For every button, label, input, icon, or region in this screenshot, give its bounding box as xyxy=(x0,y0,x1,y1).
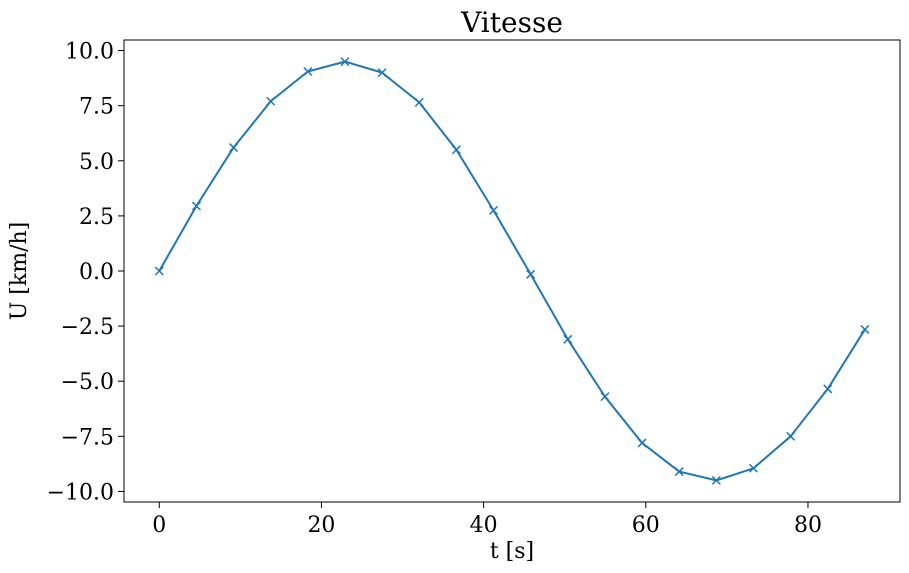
data-point-marker xyxy=(748,463,759,473)
series-layer xyxy=(154,57,870,485)
data-point-marker xyxy=(340,57,350,67)
y-tick-label: −10.0 xyxy=(47,480,114,505)
x-tick-label: 80 xyxy=(794,513,822,538)
y-tick-label: 5.0 xyxy=(79,150,114,175)
y-tick-label: −5.0 xyxy=(61,370,114,395)
x-tick-label: 0 xyxy=(152,513,166,538)
data-point-marker xyxy=(266,96,276,106)
x-tick-label: 60 xyxy=(632,513,660,538)
data-point-marker xyxy=(637,438,647,448)
chart-title: Vitesse xyxy=(460,6,563,39)
x-tick-label: 20 xyxy=(307,513,335,538)
data-point-marker xyxy=(229,143,239,153)
y-tick-label: −2.5 xyxy=(61,315,114,340)
data-point-marker xyxy=(786,431,796,441)
data-point-marker xyxy=(377,68,387,78)
y-tick-label: 7.5 xyxy=(79,95,114,120)
plot-area-frame xyxy=(123,39,901,503)
data-point-marker xyxy=(414,97,424,107)
data-point-marker xyxy=(823,384,833,394)
data-point-marker xyxy=(860,324,870,334)
data-point-marker xyxy=(191,201,201,211)
data-point-marker xyxy=(488,205,499,215)
data-point-marker xyxy=(526,269,536,279)
data-point-marker xyxy=(711,475,721,485)
data-point-marker xyxy=(674,467,684,477)
y-axis-label: U [km/h] xyxy=(7,222,32,320)
data-point-marker xyxy=(563,334,573,344)
data-point-marker xyxy=(600,392,610,402)
x-axis-label: t [s] xyxy=(490,539,534,564)
data-point-marker xyxy=(451,145,461,155)
data-point-marker xyxy=(154,266,164,276)
y-tick-label: 0.0 xyxy=(79,260,114,285)
series-line xyxy=(158,60,866,482)
y-tick-label: −7.5 xyxy=(61,425,114,450)
x-tick-label: 40 xyxy=(470,513,498,538)
y-tick-label: 10.0 xyxy=(65,40,114,65)
x-axis-ticks: 0 20 40 60 80 xyxy=(152,502,822,538)
y-tick-label: 2.5 xyxy=(79,205,114,230)
y-axis-ticks: 10.0 7.5 5.0 2.5 0.0 −2.5 −5.0 −7.5 −10.0 xyxy=(47,40,124,505)
data-point-marker xyxy=(303,66,313,77)
